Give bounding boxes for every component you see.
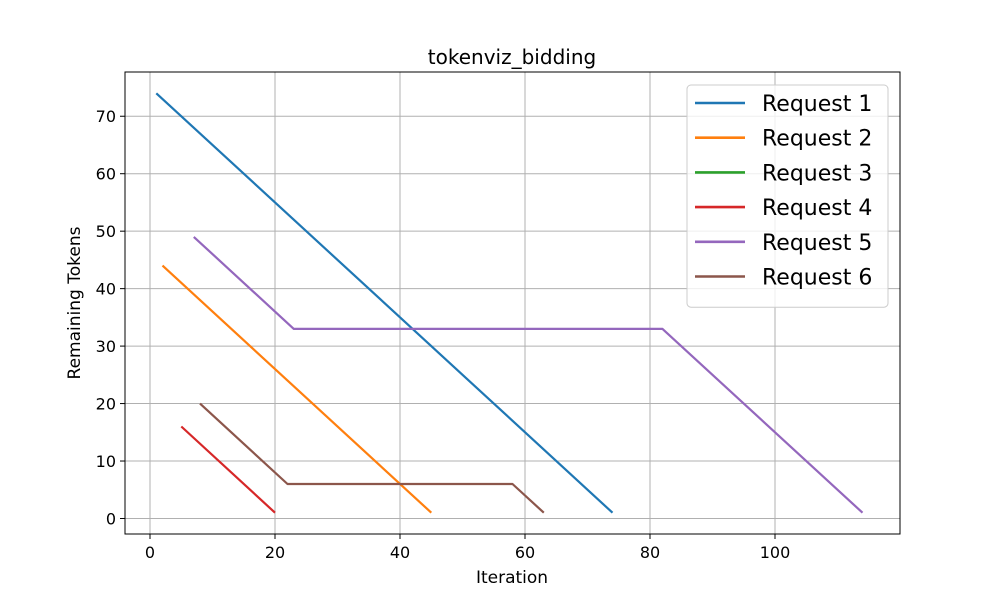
series-line-request-1 [155, 92, 614, 514]
y-tick-label: 60 [96, 165, 116, 184]
y-tick-label: 50 [96, 222, 116, 241]
legend-box [686, 84, 889, 308]
x-tick-label: 80 [640, 543, 660, 562]
legend-label-request-1: Request 1 [762, 92, 872, 117]
legend-label-request-6: Request 6 [762, 266, 872, 291]
x-tick-label: 20 [265, 543, 285, 562]
x-tick-label: 0 [145, 543, 155, 562]
x-tick-label: 100 [760, 543, 791, 562]
y-tick-label: 70 [96, 107, 116, 126]
y-axis-label: Remaining Tokens [65, 226, 85, 379]
series-line-request-4 [180, 425, 276, 514]
y-tick-label: 0 [106, 509, 116, 528]
y-tick-label: 30 [96, 337, 116, 356]
y-tick-label: 40 [96, 280, 116, 299]
x-tick-label: 40 [390, 543, 410, 562]
series-line-request-6 [199, 402, 545, 514]
legend: Request 1 Request 2 Request 3 Request 4 Requ… [686, 84, 889, 308]
axis-ticks: 0 20 40 60 80 100 0 10 20 30 40 50 60 70 [96, 107, 791, 562]
series-line-request-5 [193, 236, 864, 514]
legend-label-request-2: Request 2 [762, 127, 872, 152]
legend-label-request-3: Request 3 [762, 161, 872, 186]
y-tick-label: 20 [96, 395, 116, 414]
series-line-request-2 [161, 264, 433, 514]
chart-title: tokenviz_bidding [428, 45, 596, 69]
plot-area-frame [124, 71, 901, 535]
y-tick-label: 10 [96, 452, 116, 471]
legend-label-request-4: Request 4 [762, 196, 872, 221]
x-tick-label: 60 [515, 543, 535, 562]
legend-label-request-5: Request 5 [762, 231, 872, 256]
series-lines [155, 92, 864, 514]
x-axis-label: Iteration [476, 568, 548, 588]
